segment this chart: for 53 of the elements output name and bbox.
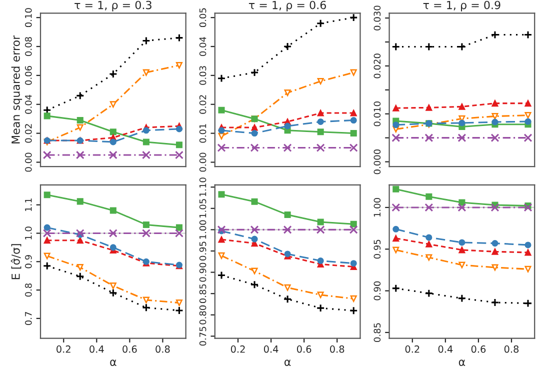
y-axis-title: E [σ̂/σ]	[10, 244, 22, 280]
x-tick-label: 0.8	[330, 345, 344, 353]
y-tick-label: 0.9	[24, 255, 32, 268]
x-tick-label: 0.8	[156, 345, 170, 353]
y-tick-label: 0.02	[24, 124, 32, 143]
y-tick-label: 0.010	[374, 102, 381, 126]
x-axis-title: α	[110, 360, 116, 366]
y-tick-label: 0.08	[24, 37, 32, 56]
y-tick-label: 0.02	[199, 95, 206, 114]
y-tick-label: 0.75	[199, 326, 206, 346]
x-tick-label: 0.2	[405, 345, 420, 353]
y-tick-label: 0.020	[374, 54, 381, 78]
chart-title: τ = 1, ρ = 0.6	[248, 0, 326, 12]
y-tick-label: 1.1	[25, 198, 32, 212]
y-tick-label: 0.90	[199, 262, 206, 282]
y-tick-label: 0.000	[374, 149, 381, 174]
x-tick-label: 0.6	[471, 345, 486, 353]
y-tick-label: 0.85	[199, 284, 206, 304]
x-tick-label: 0.6	[296, 345, 312, 353]
chart-title: τ = 1, ρ = 0.3	[74, 0, 152, 12]
y-tick-label: 0.80	[199, 305, 206, 324]
y-tick-label: 0.10	[24, 8, 32, 28]
y-tick-label: 0.04	[199, 36, 206, 56]
y-tick-label: 0.7	[24, 312, 32, 326]
y-tick-label: 0.03	[199, 66, 206, 85]
y-tick-label: 1.0	[24, 226, 32, 240]
y-tick-label: 0.8	[24, 283, 32, 297]
x-tick-label: 0.6	[122, 345, 137, 353]
y-tick-label: 1.05	[199, 199, 206, 218]
y-tick-label: 1.00	[374, 198, 381, 217]
x-tick-label: 0.2	[56, 345, 70, 353]
y-axis-title: Mean squared error	[11, 35, 22, 144]
y-tick-label: 0.85	[374, 323, 381, 342]
y-tick-label: 0.90	[374, 281, 381, 300]
y-tick-label: 0.95	[199, 242, 206, 260]
y-tick-label: 0.030	[374, 6, 381, 30]
x-tick-label: 0.8	[504, 345, 519, 353]
x-tick-label: 0.4	[90, 345, 104, 353]
y-tick-label: 1.00	[199, 220, 206, 239]
x-tick-label: 0.4	[438, 345, 453, 353]
x-axis-title: α	[284, 360, 291, 366]
y-tick-label: 0.00	[199, 152, 206, 172]
y-tick-label: 0.06	[24, 66, 32, 85]
y-tick-label: 1.10	[199, 178, 206, 196]
x-axis-title: α	[458, 360, 466, 366]
y-tick-label: 0.04	[24, 94, 32, 114]
chart-title: τ = 1, ρ = 0.9	[423, 0, 500, 12]
y-tick-label: 0.05	[199, 8, 206, 28]
x-tick-label: 0.4	[264, 345, 278, 353]
x-tick-label: 0.2	[230, 345, 245, 353]
y-tick-label: 0.00	[24, 152, 32, 172]
y-tick-label: 0.01	[199, 124, 206, 143]
y-tick-label: 0.95	[374, 240, 381, 259]
